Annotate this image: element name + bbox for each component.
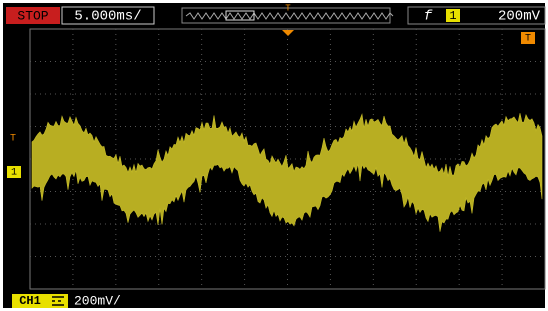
status: STOP	[17, 8, 48, 23]
trigger-channel: 1	[449, 9, 456, 23]
memory-trigger-marker: T	[285, 3, 291, 13]
channel: CH1	[19, 294, 41, 308]
channel-scale: 200mV/	[74, 293, 121, 308]
trigger-level: 200mV	[498, 9, 541, 25]
timebase: 5.000ms/	[74, 9, 141, 25]
channel-marker: 1	[11, 168, 17, 179]
trigger-marker: T	[525, 34, 531, 45]
oscilloscope-screen: STOP 5.000ms/ T f 1 200mV T T 1 CH1 200m…	[0, 0, 548, 311]
trigger-level-marker: T	[10, 134, 16, 145]
trigger-slope: f	[424, 9, 433, 25]
